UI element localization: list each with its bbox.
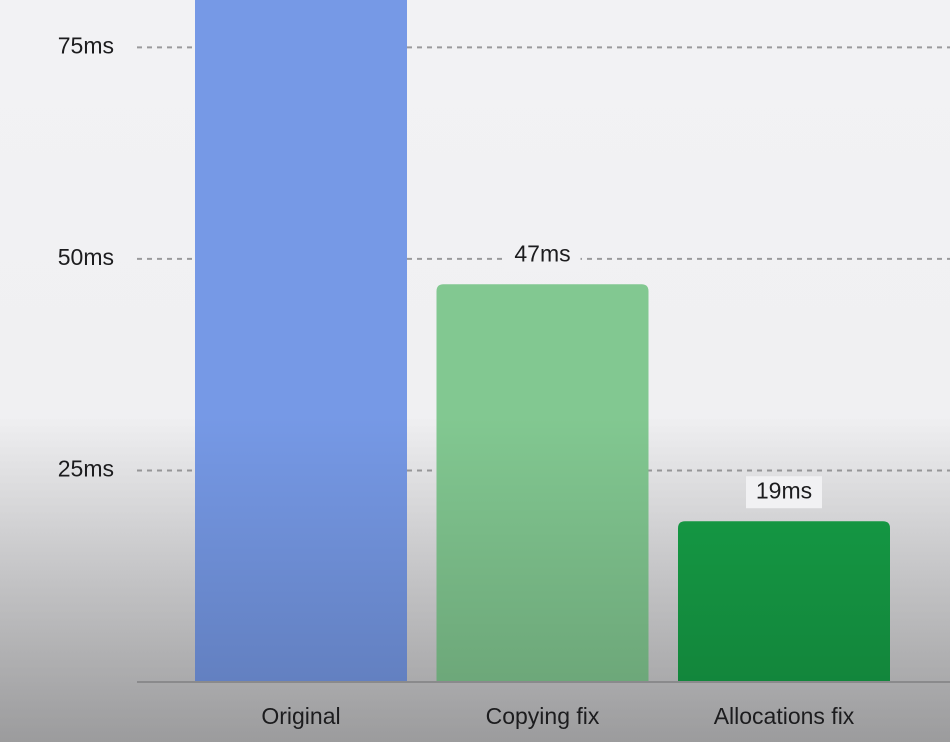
- value-label: 19ms: [756, 477, 812, 503]
- label-background: [504, 239, 581, 272]
- x-tick-label: Original: [261, 703, 340, 729]
- label-background: [746, 476, 822, 509]
- x-tick-label: Copying fix: [486, 703, 600, 729]
- x-tick-label: Allocations fix: [714, 703, 855, 729]
- value-label: 47ms: [514, 240, 570, 266]
